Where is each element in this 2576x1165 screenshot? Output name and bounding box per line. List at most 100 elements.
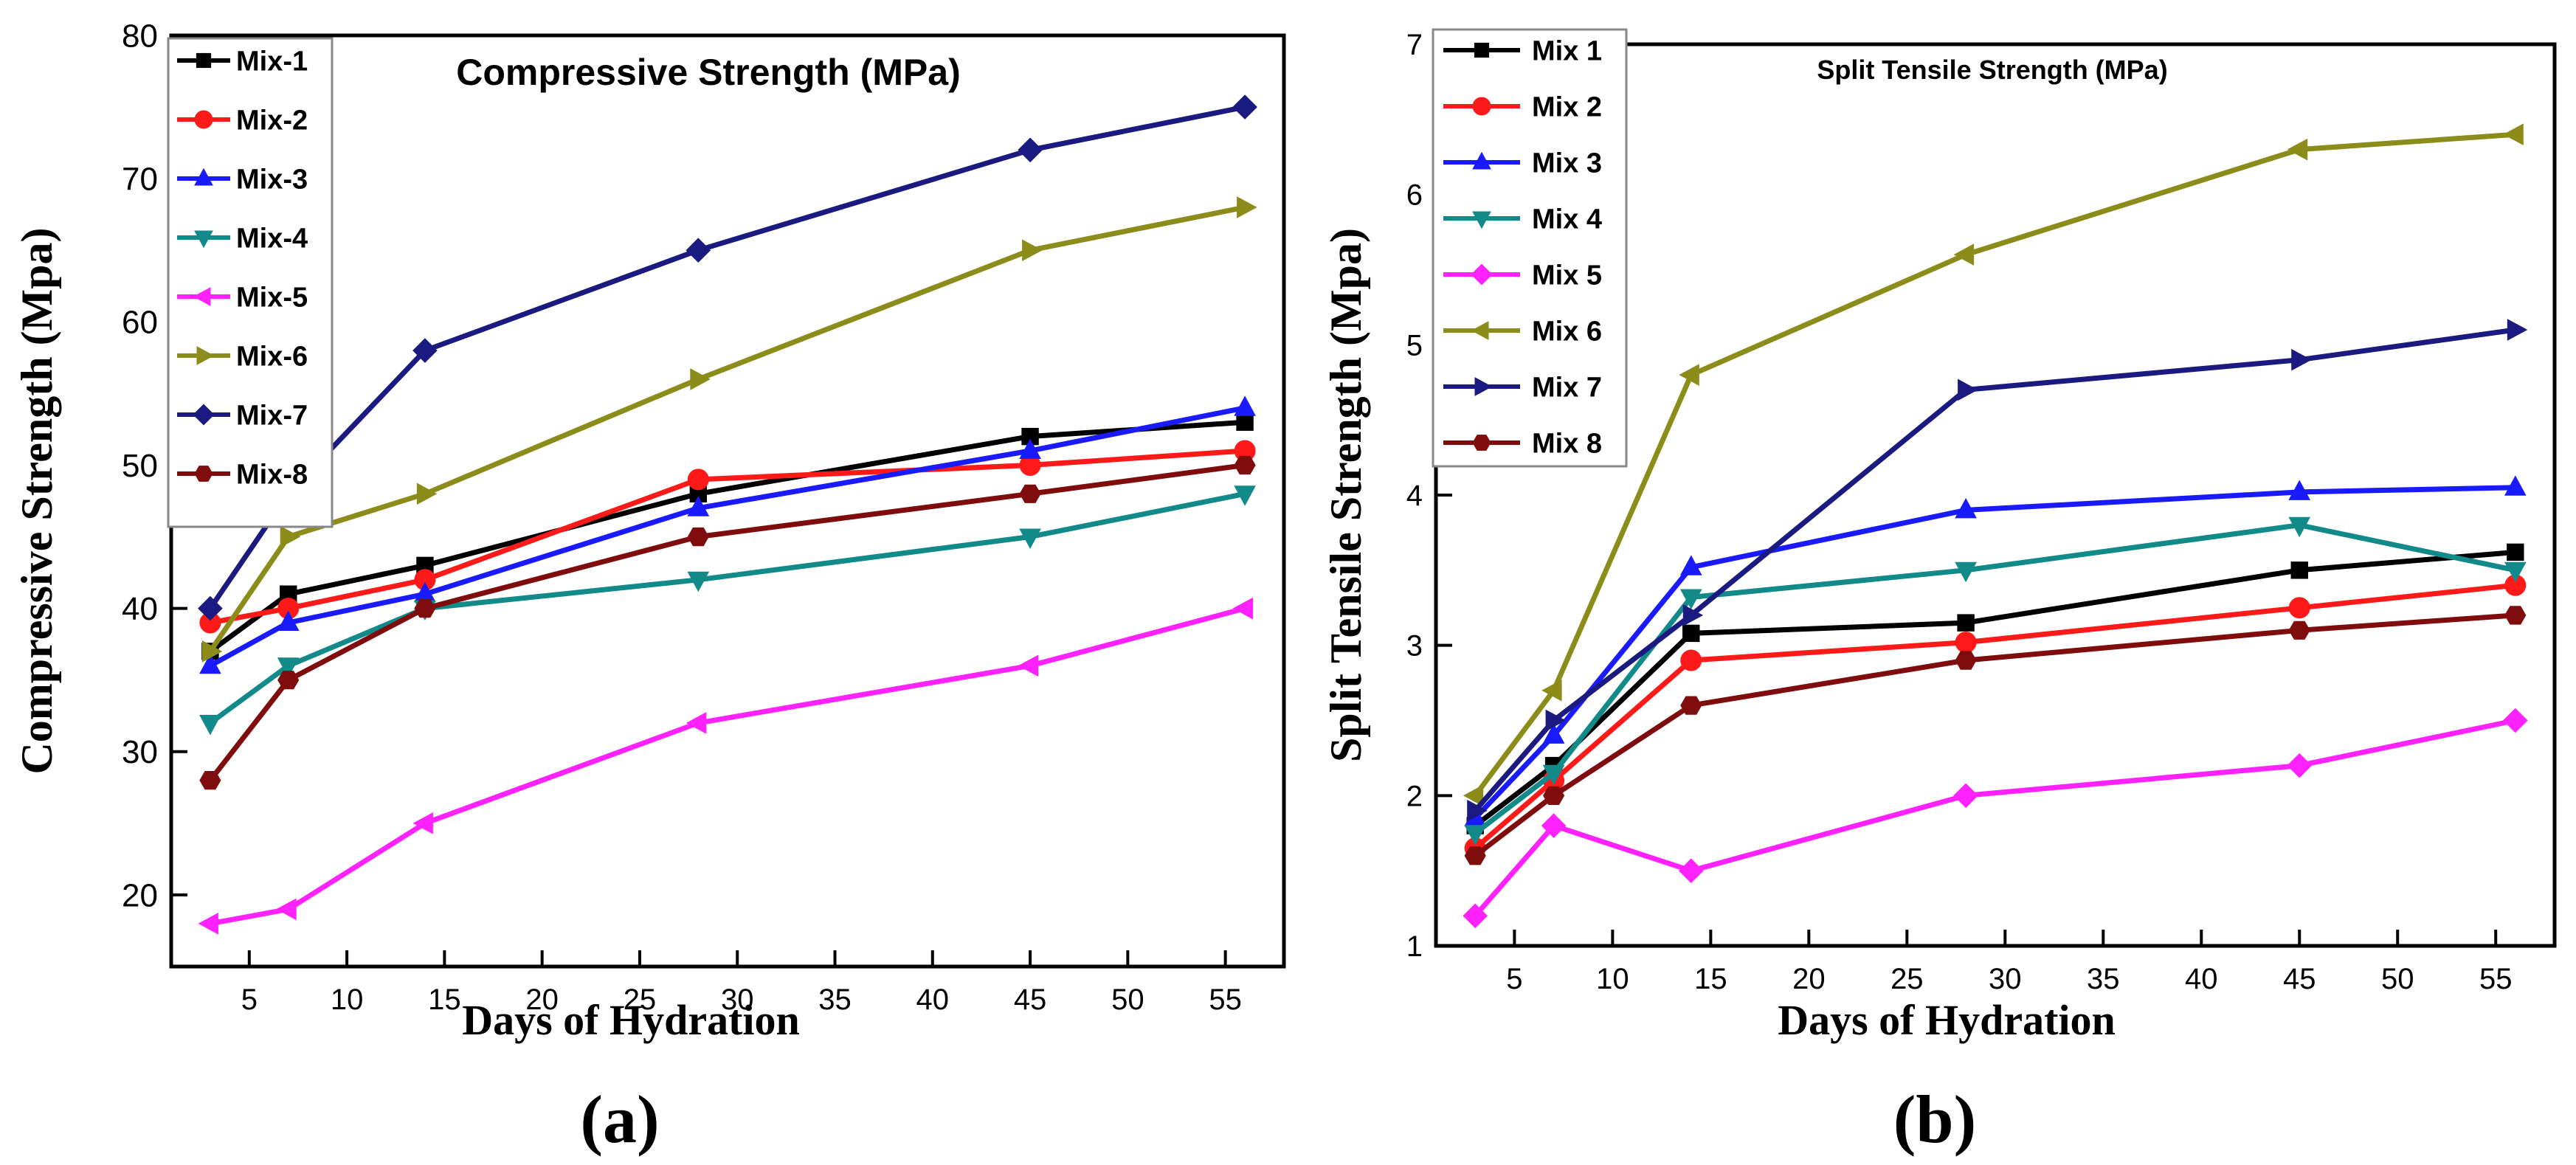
data-point-mix-4 — [2504, 561, 2527, 583]
series-line-mix-8 — [1474, 612, 2516, 858]
y-tick-label: 4 — [1406, 480, 1423, 512]
data-point-mix-1 — [1236, 413, 1254, 431]
legend-label-mix-7: Mix-7 — [236, 401, 308, 432]
data-point-mix-5 — [2502, 708, 2528, 733]
x-tick-label: 15 — [1694, 963, 1727, 995]
chart-title: Compressive Strength (MPa) — [456, 52, 960, 93]
x-tick-label: 10 — [1596, 963, 1629, 995]
legend-label-mix-5: Mix 5 — [1532, 260, 1602, 291]
data-point-mix-6 — [416, 483, 438, 505]
data-point-mix-3 — [2504, 475, 2527, 496]
data-point-mix-6 — [1022, 239, 1043, 262]
legend-marker-mix-3 — [1472, 151, 1491, 170]
axis-ticks: 20 30 40 50 60 70 80 5 10 15 20 25 30 35 40 45 50 55 — [122, 18, 1242, 1016]
data-point-mix-6 — [201, 640, 223, 663]
legend-marker-mix-5 — [193, 287, 211, 306]
data-point-mix-3 — [1955, 497, 1977, 519]
y-axis-label: Compressive Strength (Mpa) — [13, 227, 61, 774]
data-point-mix-2 — [687, 469, 709, 491]
data-point-mix-1 — [1957, 614, 1975, 632]
y-tick-label: 80 — [122, 18, 158, 54]
data-point-mix-2 — [1680, 649, 1702, 671]
legend-marker-mix-6 — [196, 346, 215, 365]
data-point-mix-6 — [1463, 784, 1484, 807]
y-tick-label: 40 — [122, 591, 158, 627]
data-point-mix-5 — [1463, 903, 1488, 929]
data-point-mix-8 — [1955, 651, 1977, 670]
legend-label-mix-8: Mix 8 — [1532, 429, 1602, 460]
data-point-mix-8 — [414, 599, 436, 618]
chart-title: Split Tensile Strength (MPa) — [1817, 55, 2167, 85]
data-point-mix-6 — [1953, 243, 1975, 266]
data-point-mix-6 — [1679, 364, 1699, 386]
x-tick-label: 55 — [2479, 963, 2513, 995]
series-line-mix-3 — [1473, 485, 2515, 820]
data-point-mix-7 — [198, 595, 223, 621]
y-tick-label: 50 — [122, 448, 158, 484]
x-tick-label: 35 — [818, 983, 852, 1016]
data-point-mix-6 — [690, 368, 711, 390]
data-point-mix-5 — [412, 812, 433, 834]
data-point-mix-4 — [1679, 589, 1702, 609]
legend-label-mix-5: Mix-5 — [236, 283, 308, 314]
legend-marker-mix-1 — [1474, 42, 1490, 58]
data-point-mix-8 — [277, 671, 300, 690]
data-point-mix-1 — [2507, 543, 2524, 561]
y-tick-label: 20 — [122, 877, 158, 913]
legend-marker-mix-2 — [1472, 97, 1491, 116]
series-line-mix-4 — [208, 491, 1246, 725]
data-point-mix-7 — [1467, 799, 1488, 822]
data-point-mix-5 — [686, 712, 707, 734]
data-point-mix-6 — [1237, 196, 1257, 218]
x-tick-label: 45 — [1014, 983, 1047, 1016]
legend-label-mix-6: Mix 6 — [1532, 317, 1602, 348]
data-point-mix-6 — [2287, 138, 2308, 161]
data-point-mix-4 — [1464, 825, 1487, 846]
data-point-mix-3 — [1234, 395, 1256, 416]
legend-marker-mix-6 — [1471, 321, 1489, 340]
x-tick-label: 20 — [1792, 963, 1826, 995]
data-point-mix-8 — [1234, 455, 1256, 475]
x-tick-label: 30 — [721, 983, 754, 1016]
legend: Mix 1 Mix 2 Mix 3 Mix 4 Mix 5 Mix 6 Mix 7 Mix 8 — [1432, 28, 1628, 468]
data-point-mix-8 — [1680, 696, 1702, 715]
data-point-mix-8 — [1019, 484, 1041, 503]
data-point-mix-2 — [2288, 597, 2310, 619]
chart-panel-a: 20 30 40 50 60 70 80 5 10 15 20 25 30 35 40 45 50 55 Comp… — [13, 18, 1286, 1157]
legend: Mix-1 Mix-2 Mix-3 Mix-4 Mix-5 Mix-6 Mix-7 Mix-8 — [167, 37, 334, 528]
legend-label-mix-3: Mix 3 — [1532, 148, 1602, 179]
data-point-mix-7 — [1682, 604, 1704, 626]
legend-marker-mix-7 — [193, 404, 215, 426]
x-tick-label: 30 — [1989, 963, 2022, 995]
data-point-mix-8 — [1543, 786, 1565, 805]
x-tick-label: 50 — [1111, 983, 1144, 1016]
x-tick-label: 50 — [2381, 963, 2414, 995]
legend-label-mix-3: Mix-3 — [236, 165, 308, 196]
data-point-mix-7 — [2507, 319, 2528, 341]
data-point-mix-5 — [1232, 597, 1254, 620]
data-point-mix-3 — [687, 496, 710, 516]
legend-label-mix-2: Mix-2 — [236, 106, 308, 136]
series-line-mix-2 — [1473, 582, 2516, 851]
series-line-mix-4 — [1474, 522, 2516, 836]
y-tick-label: 7 — [1406, 29, 1423, 61]
x-tick-label: 40 — [2185, 963, 2218, 995]
y-tick-label: 3 — [1406, 630, 1423, 663]
data-point-mix-3 — [1679, 555, 1702, 575]
data-point-mix-7 — [412, 338, 438, 363]
series-line-mix-8 — [208, 463, 1246, 782]
x-axis-label: Days of Hydration — [1778, 996, 2116, 1044]
data-point-mix-7 — [1018, 137, 1043, 163]
data-point-mix-7 — [2291, 348, 2312, 371]
data-point-mix-7 — [1232, 94, 1257, 120]
y-tick-label: 60 — [122, 305, 158, 341]
data-point-mix-7 — [1958, 378, 1978, 401]
data-point-mix-5 — [2287, 753, 2313, 778]
legend-label-mix-8: Mix-8 — [236, 460, 308, 491]
x-tick-label: 55 — [1209, 983, 1242, 1016]
y-tick-label: 6 — [1406, 179, 1423, 212]
legend-marker-mix-5 — [1471, 263, 1493, 286]
data-point-mix-4 — [687, 571, 710, 592]
x-tick-label: 5 — [241, 983, 258, 1016]
